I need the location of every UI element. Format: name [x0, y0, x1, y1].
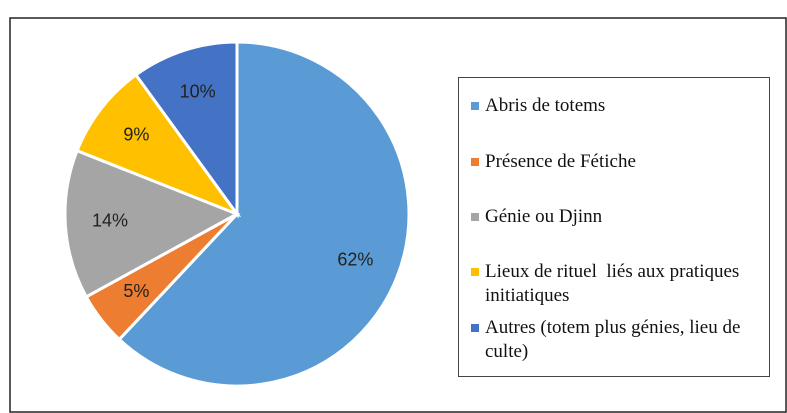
legend-swatch	[471, 213, 479, 221]
legend: Abris de totems Présence de Fétiche Génie …	[458, 77, 770, 377]
legend-swatch	[471, 158, 479, 166]
legend-item: Génie ou Djinn	[469, 205, 764, 229]
frame	[9, 17, 787, 413]
data-label: 10%	[180, 82, 216, 102]
legend-label: Abris de totems	[485, 95, 606, 116]
legend-item: Autres (totem plus génies, lieu de culte…	[469, 316, 764, 364]
legend-swatch	[471, 324, 479, 332]
legend-label: Lieux de rituel liés aux pratiques initi…	[485, 261, 745, 306]
data-label: 5%	[123, 281, 149, 301]
legend-label: Génie ou Djinn	[485, 206, 603, 227]
data-label: 14%	[92, 211, 128, 231]
data-label: 9%	[123, 125, 149, 145]
legend-item: Abris de totems	[469, 94, 764, 118]
pie-slice	[75, 72, 242, 218]
legend-item: Présence de Fétiche	[469, 150, 764, 174]
data-label: 62%	[337, 250, 373, 270]
legend-item: Lieux de rituel liés aux pratiques initi…	[469, 260, 764, 308]
legend-swatch	[471, 268, 479, 276]
pie-slice	[63, 148, 241, 299]
pie-slice	[133, 40, 239, 219]
pie-slice	[117, 40, 411, 388]
legend-label: Présence de Fétiche	[485, 151, 636, 172]
legend-label: Autres (totem plus génies, lieu de culte…	[485, 317, 746, 362]
legend-swatch	[471, 102, 479, 110]
